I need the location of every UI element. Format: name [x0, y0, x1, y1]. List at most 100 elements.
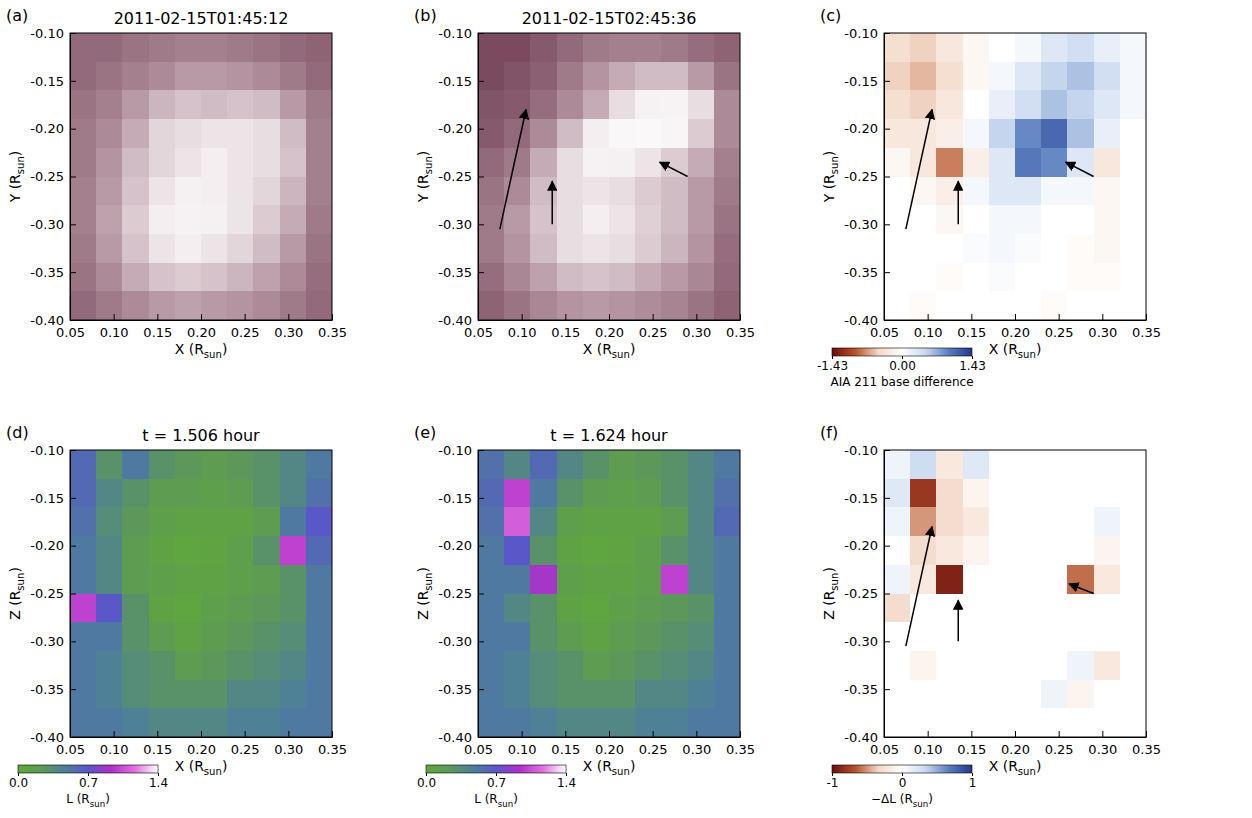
- cell: [70, 90, 97, 119]
- cell: [661, 33, 688, 62]
- cell: [70, 651, 97, 680]
- cell: [688, 119, 715, 148]
- x-axis-line: [885, 320, 1147, 321]
- cell: [1041, 291, 1068, 320]
- cell: [688, 708, 715, 737]
- cell: [1041, 90, 1068, 119]
- colorbar-axis-tick-label: 1.4: [557, 776, 576, 790]
- x-axis-line: [71, 737, 333, 738]
- cell: [175, 119, 202, 148]
- frame: [478, 33, 740, 320]
- y-axis-tick-label: -0.25: [844, 586, 878, 601]
- axis-title-part: X (R: [175, 341, 205, 357]
- y-axis-tick-mark: [70, 641, 76, 642]
- cell: [989, 148, 1016, 177]
- cell: [253, 594, 280, 623]
- y-axis-tick-label: -0.25: [30, 586, 64, 601]
- cell: [175, 594, 202, 623]
- cell: [1067, 234, 1094, 263]
- cell: [714, 479, 740, 508]
- cell: [1094, 33, 1121, 62]
- cell: [989, 291, 1016, 320]
- panel: 0.050.100.150.200.250.300.35-0.40-0.35-0…: [817, 6, 1161, 389]
- colorbar-axis: 0.00.71.4: [417, 773, 576, 790]
- cell: [910, 479, 937, 508]
- cell: [688, 291, 715, 320]
- x-axis-tick-label: 0.35: [726, 742, 755, 757]
- axis-title-part: X (R: [583, 758, 613, 774]
- y-axis-tick: -0.15: [844, 73, 890, 88]
- cell: [583, 622, 610, 651]
- cell: [1015, 177, 1042, 206]
- x-axis-tick-label: 0.35: [726, 325, 755, 340]
- axis-title: X (Rsun): [175, 758, 228, 777]
- cell: [989, 263, 1016, 292]
- axis-title-part: sun: [204, 349, 222, 360]
- cell: [122, 479, 149, 508]
- x-axis-tick: 0.15: [551, 314, 580, 340]
- cell: [530, 507, 557, 536]
- x-axis-tick-label: 0.10: [100, 742, 129, 757]
- axis-title-part: sun: [15, 156, 26, 174]
- cell: [1015, 622, 1042, 651]
- cell: [227, 291, 254, 320]
- x-axis-tick-label: 0.10: [508, 742, 537, 757]
- cell: [478, 680, 505, 709]
- cell: [122, 177, 149, 206]
- x-axis-tick-mark: [971, 731, 972, 737]
- axis-title-part: sun: [612, 349, 630, 360]
- cell: [583, 62, 610, 91]
- cell: [1041, 708, 1068, 737]
- cell: [1120, 565, 1146, 594]
- cell: [122, 507, 149, 536]
- cell: [96, 291, 123, 320]
- cell: [910, 536, 937, 565]
- x-axis-tick-mark: [609, 314, 610, 320]
- cell: [688, 234, 715, 263]
- cell: [175, 622, 202, 651]
- cell: [306, 62, 332, 91]
- cell: [661, 565, 688, 594]
- axis-title-part: sun: [1018, 349, 1036, 360]
- cell: [688, 33, 715, 62]
- cell: [96, 90, 123, 119]
- axis-title-part: X (R: [989, 758, 1019, 774]
- cell: [478, 62, 505, 91]
- cell: [149, 119, 176, 148]
- axis-title-part: sun: [612, 766, 630, 777]
- cell: [989, 651, 1016, 680]
- cell: [96, 148, 123, 177]
- cell: [478, 507, 505, 536]
- y-axis-tick-mark: [478, 498, 484, 499]
- cell: [96, 565, 123, 594]
- cell: [175, 536, 202, 565]
- cell: [201, 680, 228, 709]
- cell: [884, 62, 911, 91]
- cell: [70, 565, 97, 594]
- cell: [1094, 234, 1121, 263]
- cell: [661, 594, 688, 623]
- y-axis-tick: -0.15: [30, 490, 76, 505]
- y-axis-tick: -0.25: [438, 169, 484, 184]
- colorbar-axis-tick-label: 1.4: [149, 776, 168, 790]
- cell: [149, 507, 176, 536]
- plot-area: [884, 33, 1146, 320]
- cell: [963, 450, 990, 479]
- panel-letter: (e): [414, 423, 436, 442]
- cell: [635, 565, 662, 594]
- cell: [149, 205, 176, 234]
- cell: [583, 33, 610, 62]
- cell: [609, 594, 636, 623]
- panel: 0.050.100.150.200.250.300.35-0.40-0.35-0…: [414, 423, 755, 809]
- colorbar-axis: -1.430.001.43: [817, 356, 986, 373]
- x-axis-line: [479, 320, 741, 321]
- axis-title-part: Y (R: [7, 174, 23, 203]
- y-axis-tick: -0.35: [30, 682, 76, 697]
- x-axis-tick-label: 0.35: [1132, 325, 1161, 340]
- y-axis-tick-label: -0.40: [844, 730, 878, 745]
- x-axis-tick-label: 0.25: [231, 742, 260, 757]
- cell: [253, 651, 280, 680]
- axis-title-part: ): [222, 341, 227, 357]
- cell: [583, 479, 610, 508]
- cell: [96, 680, 123, 709]
